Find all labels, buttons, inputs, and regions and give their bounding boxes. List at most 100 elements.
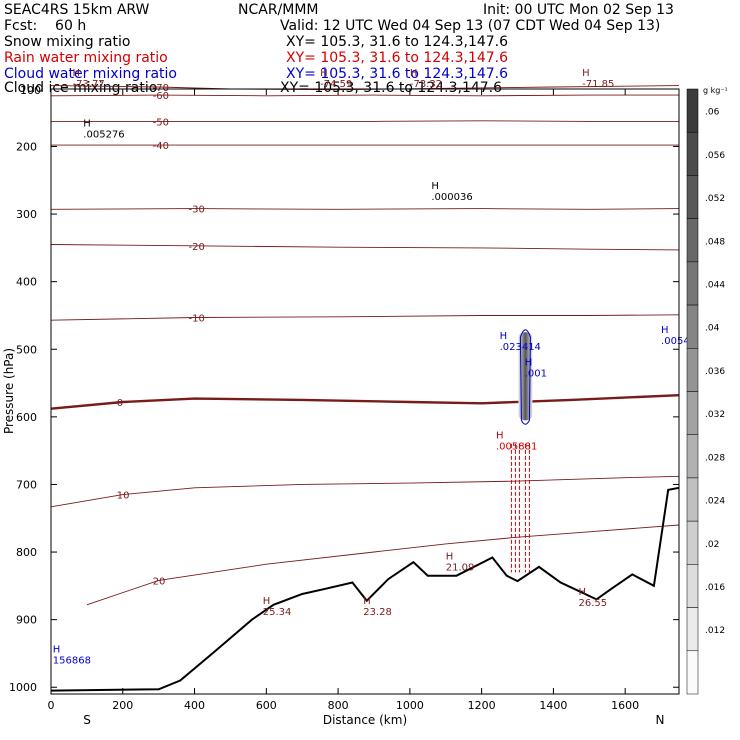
- colorbar-tick-label: .04: [705, 324, 720, 334]
- terrain-line: [50, 486, 680, 692]
- contour-label: -10: [189, 313, 205, 324]
- contour-label: -20: [189, 242, 205, 253]
- colorbar-tick-label: .012: [705, 626, 725, 636]
- forecast-hour: Fcst: 60 h: [4, 18, 87, 34]
- field-cloud-water-xy: XY= 105.3, 31.6 to 124.3,147.6: [286, 66, 509, 82]
- x-tick-label: 600: [256, 699, 277, 712]
- max-label: -71.85: [582, 79, 614, 90]
- y-tick-label: 300: [16, 208, 37, 221]
- init-time: Init: 00 UTC Mon 02 Sep 13: [483, 2, 674, 18]
- x-tick-label: 1600: [611, 699, 639, 712]
- field-rain-xy: XY= 105.3, 31.6 to 124.3,147.6: [286, 50, 509, 66]
- colorbar-swatch: [686, 564, 699, 608]
- colorbar-swatch: [686, 88, 699, 133]
- contour-label: 10: [117, 491, 130, 502]
- field-snow-xy: XY= 105.3, 31.6 to 124.3,147.6: [286, 34, 509, 50]
- max-label: 21.09: [446, 562, 475, 573]
- model-title: SEAC4RS 15km ARW: [4, 2, 150, 18]
- max-label: .0054: [661, 336, 690, 347]
- max-marker-h: H: [73, 68, 81, 79]
- terrain-path: [50, 486, 680, 692]
- field-rain: Rain water mixing ratio: [4, 50, 168, 66]
- colorbar-tick-label: .048: [705, 237, 725, 247]
- y-tick-label: 1000: [9, 681, 37, 694]
- max-marker-h: H: [661, 325, 669, 336]
- valid-time: Valid: 12 UTC Wed 04 Sep 13 (07 CDT Wed …: [280, 18, 661, 34]
- colorbar-swatch: [686, 607, 699, 652]
- max-marker-h: H: [410, 68, 418, 79]
- colorbar-unit: g kg⁻¹: [703, 86, 728, 95]
- colorbar-tick-label: .016: [705, 583, 725, 593]
- max-label: .023414: [500, 342, 541, 353]
- field-cloud-ice: Cloud ice mixing ratio: [4, 80, 158, 96]
- y-top-label: 100: [20, 84, 41, 97]
- x-tick-label: 200: [112, 699, 133, 712]
- max-label: .005881: [496, 441, 537, 452]
- max-marker-h: H: [525, 357, 533, 368]
- x-axis-label: Distance (km): [323, 713, 407, 727]
- contour-label: 20: [153, 576, 166, 587]
- contour-label: -30: [189, 205, 205, 216]
- max-marker-h: H: [83, 119, 91, 130]
- contour-line: [50, 475, 680, 508]
- max-marker-h: H: [496, 430, 504, 441]
- max-marker-h: H: [363, 596, 371, 607]
- colorbar-swatch: [686, 218, 699, 263]
- colorbar-swatch: [686, 261, 699, 306]
- contour-line: [50, 94, 679, 97]
- x-tick-label: 1400: [539, 699, 567, 712]
- contour-label: -40: [153, 141, 169, 152]
- max-label: 156868: [53, 656, 91, 667]
- colorbar-tick-label: .028: [705, 453, 725, 463]
- x-tick-label: 400: [184, 699, 205, 712]
- colorbar: .06 .056 .052 .048 .044 .04 .036 .032 .028 .024 .0…: [686, 88, 725, 695]
- colorbar-swatch: [686, 391, 699, 435]
- x-tick-label: 0: [48, 699, 55, 712]
- max-marker-h: H: [53, 645, 61, 656]
- colorbar-tick-label: .06: [705, 108, 720, 118]
- colorbar-swatch: [686, 650, 699, 695]
- contour-line: [50, 394, 680, 410]
- contour-line: [50, 314, 680, 321]
- y-tick-label: 200: [16, 140, 37, 153]
- max-marker-h: H: [500, 331, 508, 342]
- plot-frame: [50, 88, 680, 695]
- contour-label: -60: [153, 91, 169, 102]
- contour-label: -50: [153, 117, 169, 128]
- max-label: .000036: [431, 192, 472, 203]
- colorbar-tick-label: .036: [705, 367, 725, 377]
- y-tick-label: 700: [16, 478, 37, 491]
- cloud-water-shading: [510, 329, 533, 573]
- y-tick-label: 600: [16, 411, 37, 424]
- max-marker-h: H: [446, 551, 454, 562]
- max-label: .005276: [83, 130, 124, 141]
- colorbar-swatch: [686, 434, 699, 479]
- contour-line: [50, 208, 680, 210]
- colorbar-swatch: [686, 131, 699, 176]
- max-label: 26.55: [579, 598, 608, 609]
- colorbar-tick-label: .052: [705, 194, 725, 204]
- maxima-labels: H-73.77H-74.59H-73.32H-71.85H.005276H.00…: [53, 68, 690, 667]
- max-marker-h: H: [582, 68, 590, 79]
- max-label: 23.28: [363, 607, 392, 618]
- temperature-contours: -70-60 -50 -40 -30 -20 -10 0 10 20: [50, 83, 680, 606]
- x-tick-label: 1000: [396, 699, 424, 712]
- y-tick-label: 800: [16, 546, 37, 559]
- y-tick-label: 400: [16, 276, 37, 289]
- max-label: -74.59: [320, 79, 352, 90]
- colorbar-swatch: [686, 477, 699, 522]
- max-label: 25.34: [263, 607, 292, 618]
- contour-line: [51, 120, 679, 122]
- y-tick-label: 900: [16, 614, 37, 627]
- y-axis-label: Pressure (hPa): [2, 348, 16, 434]
- max-marker-h: H: [579, 587, 587, 598]
- x-tick-label: 1200: [468, 699, 496, 712]
- org-label: NCAR/MMM: [238, 2, 319, 18]
- cloud-water-max-shading: [518, 332, 533, 421]
- colorbar-swatch: [686, 304, 699, 349]
- colorbar-tick-label: .024: [705, 497, 725, 507]
- y-tick-label: 500: [16, 343, 37, 356]
- cloud-water-contour: [519, 329, 531, 425]
- colorbar-tick-label: .02: [705, 540, 719, 550]
- field-snow: Snow mixing ratio: [4, 34, 131, 50]
